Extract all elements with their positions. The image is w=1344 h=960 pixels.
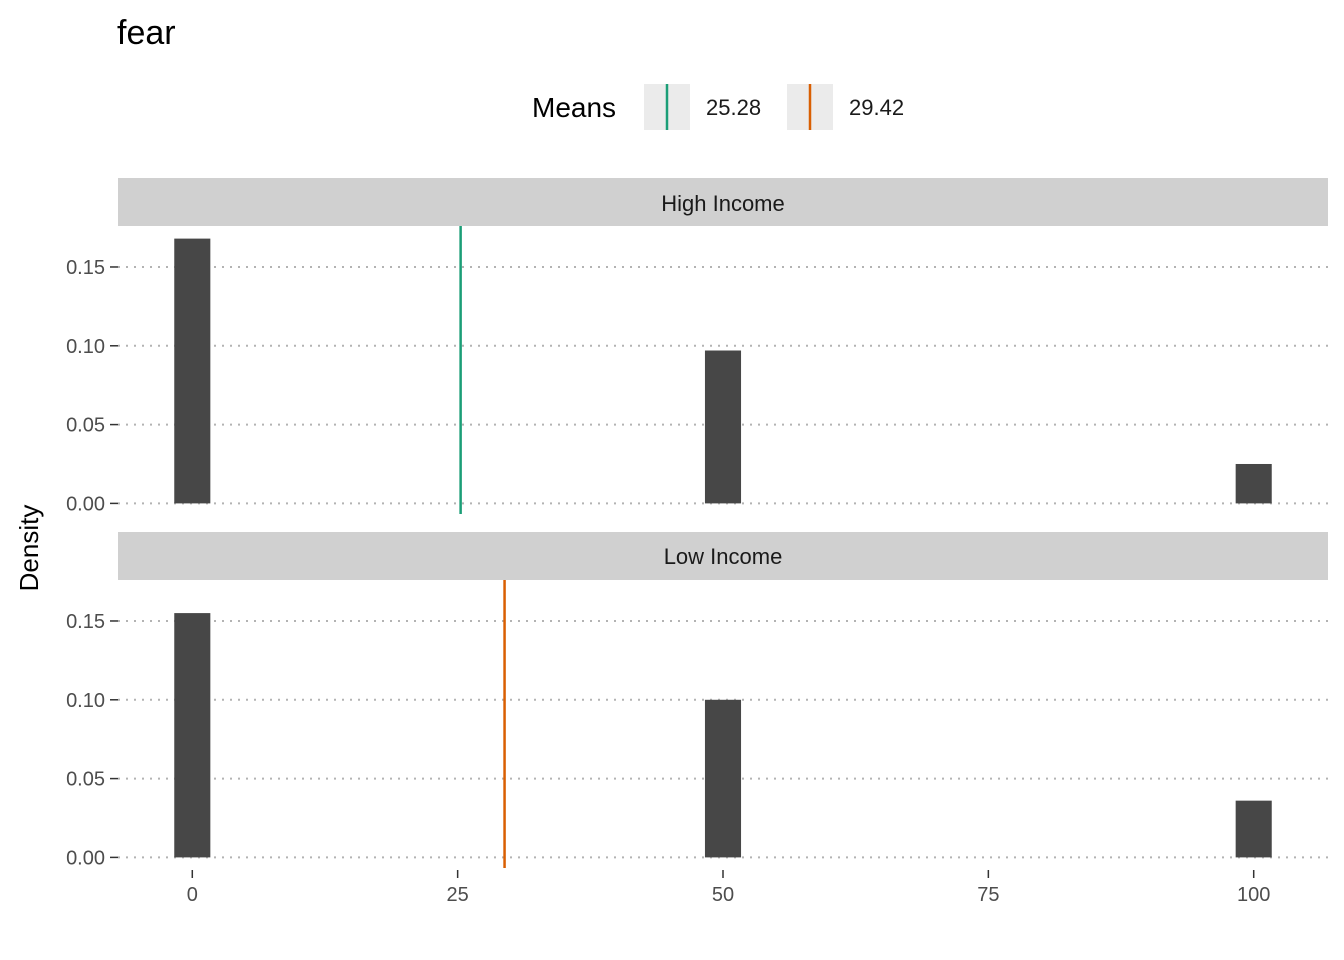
y-tick-label-high-income-0: 0.00 [66,493,105,515]
chart-title: fear [117,14,176,52]
legend-label-2: 29.42 [849,95,904,120]
panel-low-income: Low Income 0.00 0.05 0.10 0.15 [66,532,1328,869]
legend-label-1: 25.28 [706,95,761,120]
strip-label-low-income: Low Income [664,544,783,569]
grid-high-income [118,265,1328,505]
y-tick-label-high-income-1: 0.05 [66,415,105,437]
y-tick-label-low-income-2: 0.10 [66,690,105,712]
strip-low-income [118,532,1328,580]
bar-low-income-50 [704,699,742,858]
grid-low-income [118,619,1328,859]
bar-low-income-100 [1235,800,1272,858]
bar-high-income-100 [1235,463,1272,504]
bar-high-income-0 [174,238,211,504]
bars-high-income [174,238,1272,504]
x-tick-label-0: 0 [187,884,198,906]
y-tick-label-low-income-3: 0.15 [66,611,105,633]
bar-high-income-50 [704,350,742,504]
y-tick-label-high-income-3: 0.15 [66,257,105,279]
x-axis: 0 25 50 75 100 [187,870,1270,906]
x-tick-label-2: 50 [712,884,734,906]
x-tick-label-3: 75 [977,884,999,906]
panel-high-income: High Income 0.00 0.05 0.10 0.15 [66,178,1328,515]
bar-low-income-0 [174,613,211,858]
y-tick-label-low-income-1: 0.05 [66,769,105,791]
bars-low-income [174,613,1272,858]
x-tick-label-4: 100 [1237,884,1270,906]
y-tick-label-high-income-2: 0.10 [66,336,105,358]
y-axis-title: Density [14,505,44,592]
strip-label-high-income: High Income [661,191,785,216]
y-tick-label-low-income-0: 0.00 [66,847,105,869]
y-axis-high-income: 0.00 0.05 0.10 0.15 [66,257,118,515]
strip-high-income [118,178,1328,226]
y-axis-low-income: 0.00 0.05 0.10 0.15 [66,611,118,869]
legend-title: Means [532,92,616,123]
x-tick-label-1: 25 [447,884,469,906]
legend: Means 25.28 29.42 [532,84,904,130]
